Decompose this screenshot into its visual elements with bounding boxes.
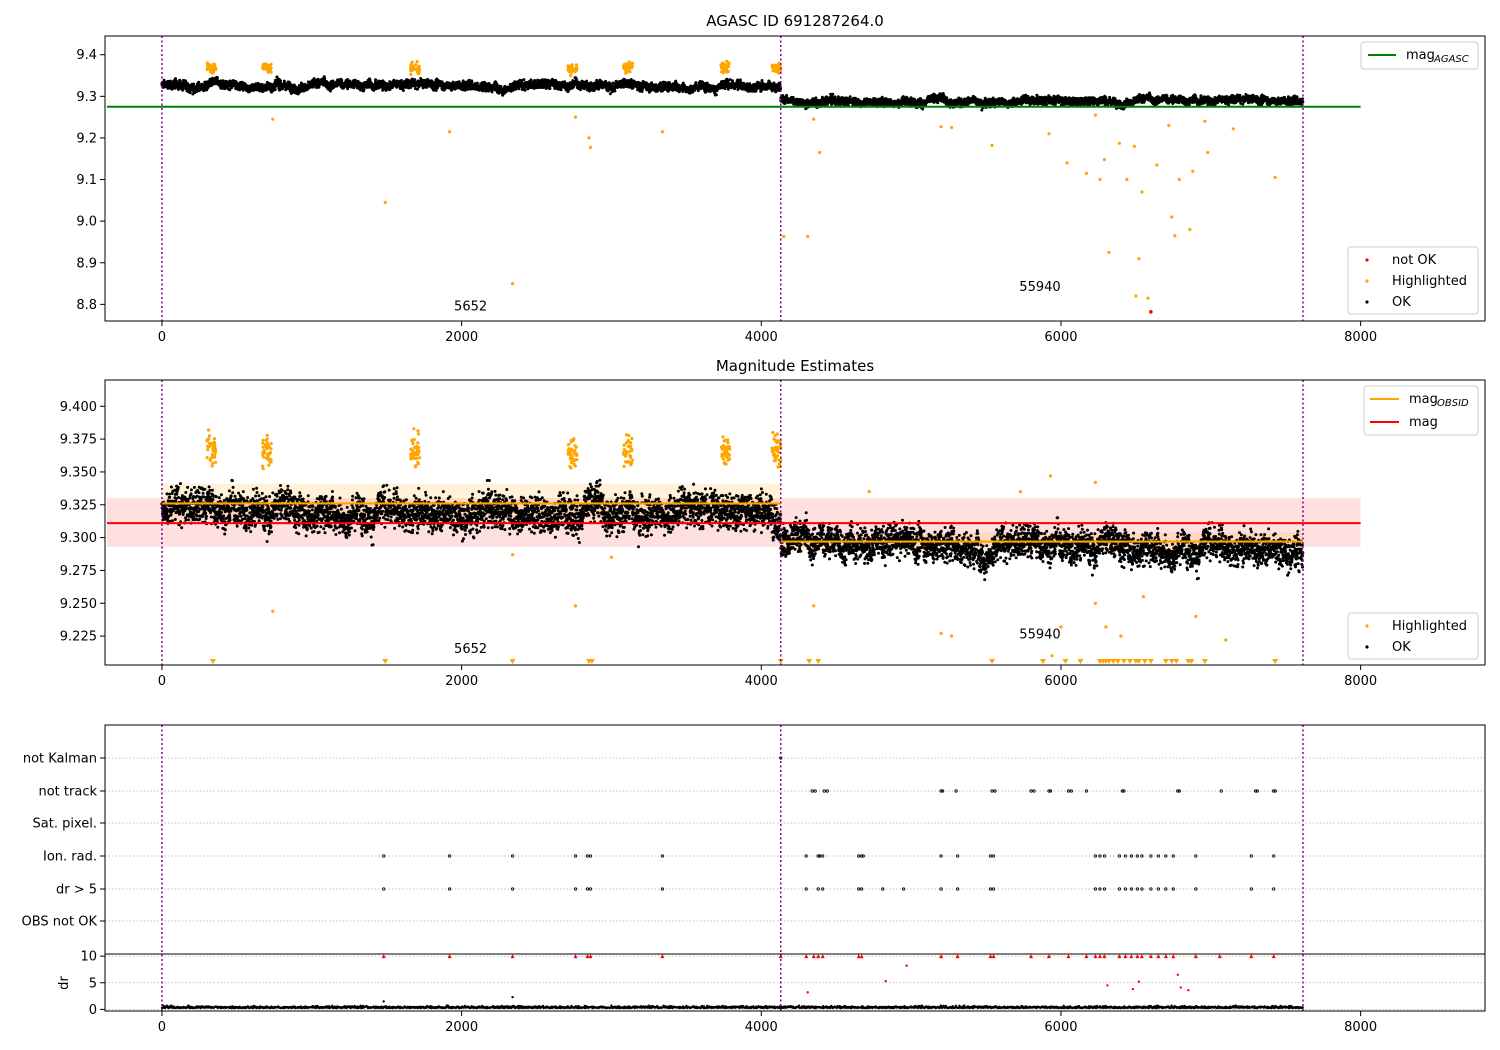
- agasc-ok-point: [831, 92, 835, 96]
- agasc-ok-point: [174, 77, 177, 81]
- agasc-ok-point: [475, 81, 479, 85]
- agasc-ok-point: [188, 91, 192, 95]
- agasc-ok-point: [470, 80, 474, 84]
- agasc-ok-point: [457, 80, 461, 84]
- agasc-ok-point: [522, 78, 526, 82]
- agasc-ok-point: [273, 88, 277, 92]
- agasc-ok-point: [696, 89, 700, 93]
- agasc-ok-point: [490, 90, 494, 94]
- agasc-ok-point: [241, 88, 245, 92]
- agasc-ok-point: [529, 78, 533, 82]
- agasc-ok-point: [192, 82, 196, 86]
- agasc-ok-point: [833, 95, 837, 99]
- agasc-ok-point: [548, 87, 552, 91]
- agasc-ok-point: [919, 98, 923, 102]
- agasc-ok-point: [215, 76, 219, 80]
- agasc-ok-point: [197, 80, 201, 84]
- agasc-ok-point: [400, 79, 403, 82]
- agasc-ok-point: [694, 81, 698, 85]
- agasc-ok-point: [921, 107, 925, 111]
- agasc-ok-point: [219, 79, 223, 83]
- agasc-ok-point: [760, 79, 764, 82]
- agasc-ok-point: [162, 78, 166, 82]
- agasc-ok-point: [714, 93, 718, 97]
- agasc-ok-point: [235, 81, 239, 85]
- agasc-ok-point: [559, 88, 563, 92]
- agasc-ok-point: [574, 77, 578, 81]
- agasc-ok-point: [391, 86, 394, 89]
- agasc-ok-point: [374, 78, 378, 82]
- agasc-ok-point: [523, 88, 527, 92]
- agasc-ok-point: [401, 89, 405, 92]
- agasc-ok-point: [613, 89, 617, 93]
- agasc-ok-point: [848, 95, 852, 99]
- agasc-title: AGASC ID 691287264.0: [706, 12, 884, 30]
- agasc-ok-point: [499, 85, 503, 88]
- agasc-ok-point: [352, 86, 356, 90]
